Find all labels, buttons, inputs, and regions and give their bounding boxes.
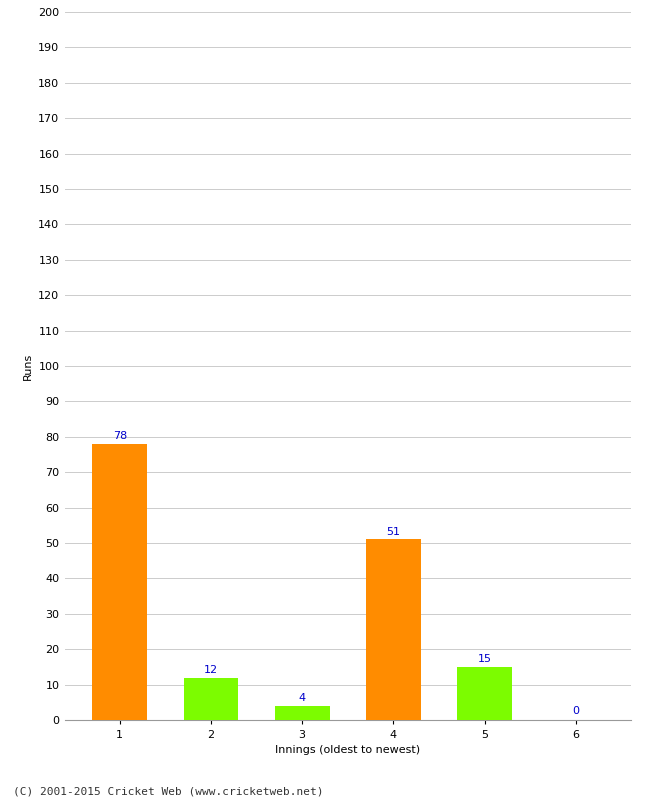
Bar bbox=[457, 667, 512, 720]
Text: 51: 51 bbox=[386, 526, 400, 537]
Text: (C) 2001-2015 Cricket Web (www.cricketweb.net): (C) 2001-2015 Cricket Web (www.cricketwe… bbox=[13, 786, 324, 796]
X-axis label: Innings (oldest to newest): Innings (oldest to newest) bbox=[275, 746, 421, 755]
Bar bbox=[366, 539, 421, 720]
Bar bbox=[92, 444, 147, 720]
Bar bbox=[183, 678, 239, 720]
Text: 78: 78 bbox=[112, 431, 127, 441]
Y-axis label: Runs: Runs bbox=[23, 352, 32, 380]
Text: 15: 15 bbox=[478, 654, 491, 664]
Text: 4: 4 bbox=[298, 693, 306, 703]
Bar bbox=[275, 706, 330, 720]
Text: 12: 12 bbox=[204, 665, 218, 674]
Text: 0: 0 bbox=[572, 706, 579, 717]
